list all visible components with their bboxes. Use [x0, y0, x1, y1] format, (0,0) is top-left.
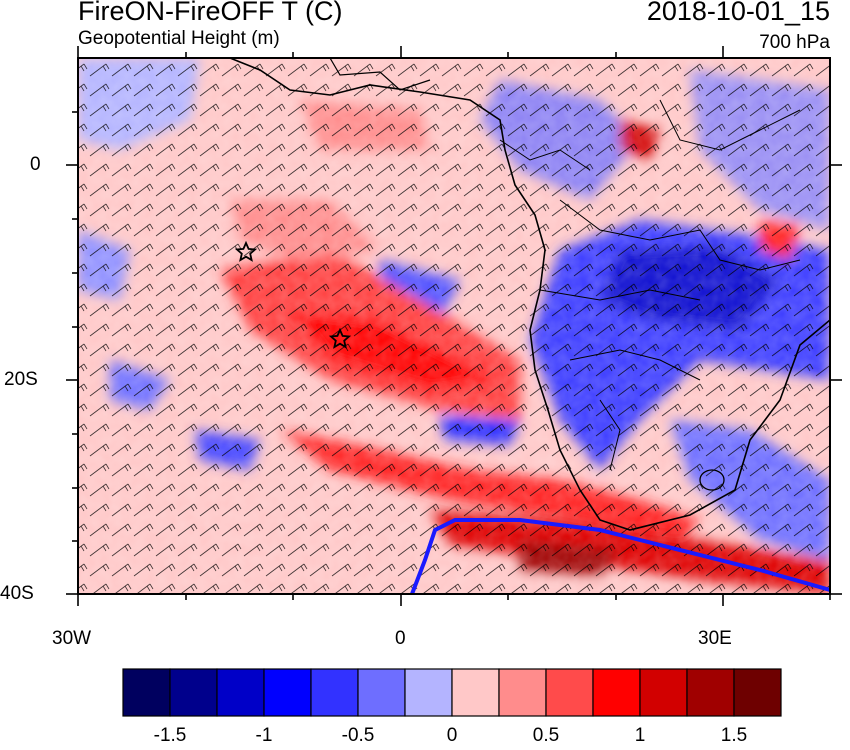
coastline: [229, 58, 830, 531]
colorbar-swatch: [545, 668, 594, 717]
colorbar-label: 0: [446, 725, 458, 746]
colorbar: [122, 668, 782, 717]
colorbar-label: -1: [255, 725, 273, 746]
lat-label-40s: 40S: [0, 583, 34, 604]
colorbar-swatch: [498, 668, 547, 717]
colorbar-swatch: [404, 668, 453, 717]
lat-label-0: 0: [30, 154, 41, 175]
colorbar-label: 1: [634, 725, 646, 746]
colorbar-label: 1.5: [720, 725, 748, 746]
colorbar-swatch: [357, 668, 406, 717]
title-main: FireON-FireOFF T (C): [78, 0, 343, 26]
colorbar-label: -0.5: [341, 725, 375, 746]
star-marker: [328, 327, 352, 349]
lat-label-20s: 20S: [4, 369, 38, 390]
axis-ticks: [66, 46, 842, 606]
lon-label-30e: 30E: [698, 628, 732, 649]
colorbar-swatch: [639, 668, 688, 717]
colorbar-swatch: [451, 668, 500, 717]
colorbar-label: -1.5: [153, 725, 187, 746]
colorbar-swatch: [733, 668, 782, 717]
colorbar-swatch: [592, 668, 641, 717]
title-level: 700 hPa: [759, 32, 830, 53]
colorbar-label: 0.5: [532, 725, 560, 746]
map-frame: [77, 57, 831, 595]
star-marker: [234, 240, 258, 262]
temperature-field: [78, 58, 830, 594]
colorbar-swatch: [169, 668, 218, 717]
colorbar-swatch: [263, 668, 312, 717]
lon-label-0: 0: [395, 628, 406, 649]
height-contour: [410, 518, 830, 594]
colorbar-swatch: [310, 668, 359, 717]
lon-label-30w: 30W: [52, 628, 92, 649]
colorbar-swatch: [686, 668, 735, 717]
colorbar-swatch: [122, 668, 171, 717]
title-sub: Geopotential Height (m): [78, 28, 280, 49]
colorbar-swatch: [216, 668, 265, 717]
title-date: 2018-10-01_15: [646, 0, 830, 26]
